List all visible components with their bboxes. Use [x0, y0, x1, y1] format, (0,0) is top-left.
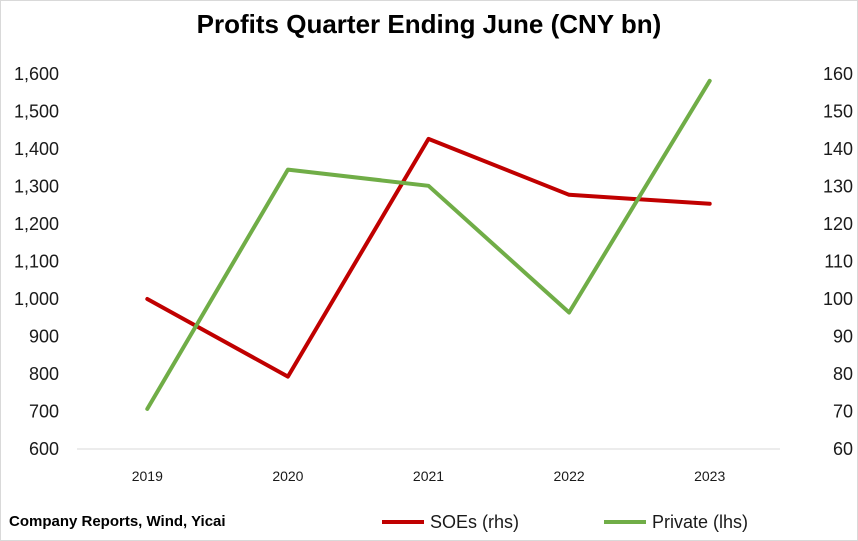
y-left-tick-label: 800 [29, 364, 59, 384]
y-left-tick-label: 1,100 [14, 252, 59, 272]
y-left-tick-label: 1,000 [14, 289, 59, 309]
y-right-tick-label: 60 [833, 439, 853, 459]
y-left-tick-label: 1,200 [14, 214, 59, 234]
y-right-tick-label: 80 [833, 364, 853, 384]
y-right-tick-label: 150 [823, 102, 853, 122]
y-left-tick-label: 1,500 [14, 102, 59, 122]
x-tick-label: 2021 [413, 468, 444, 484]
x-tick-label: 2022 [554, 468, 585, 484]
x-tick-label: 2019 [132, 468, 163, 484]
legend-swatch-private [604, 520, 646, 524]
x-tick-label: 2020 [272, 468, 303, 484]
y-left-tick-label: 600 [29, 439, 59, 459]
legend-label-soes: SOEs (rhs) [430, 511, 520, 532]
y-right-tick-label: 70 [833, 402, 853, 422]
source-note: Company Reports, Wind, Yicai [9, 513, 226, 530]
y-right-tick-label: 90 [833, 327, 853, 347]
y-right-tick-label: 160 [823, 64, 853, 84]
y-left-tick-label: 1,400 [14, 139, 59, 159]
legend-label-private: Private (lhs) [652, 511, 749, 532]
legend-item-soes: SOEs (rhs) [382, 510, 519, 534]
legend-swatch-soes [382, 520, 424, 524]
y-left-tick-label: 1,600 [14, 64, 59, 84]
x-tick-label: 2023 [694, 468, 725, 484]
y-left-tick-label: 700 [29, 402, 59, 422]
y-left-tick-label: 1,300 [14, 177, 59, 197]
series-line-soes [145, 136, 712, 379]
y-right-tick-label: 110 [824, 252, 853, 272]
chart-title: Profits Quarter Ending June (CNY bn) [196, 9, 662, 39]
y-right-tick-label: 130 [823, 177, 853, 197]
legend-item-private: Private (lhs) [604, 510, 748, 534]
y-left-tick-label: 900 [29, 327, 59, 347]
series-line-private [145, 78, 712, 411]
y-right-tick-label: 140 [823, 139, 853, 159]
y-right-tick-label: 100 [823, 289, 853, 309]
y-right-tick-label: 120 [823, 214, 853, 234]
